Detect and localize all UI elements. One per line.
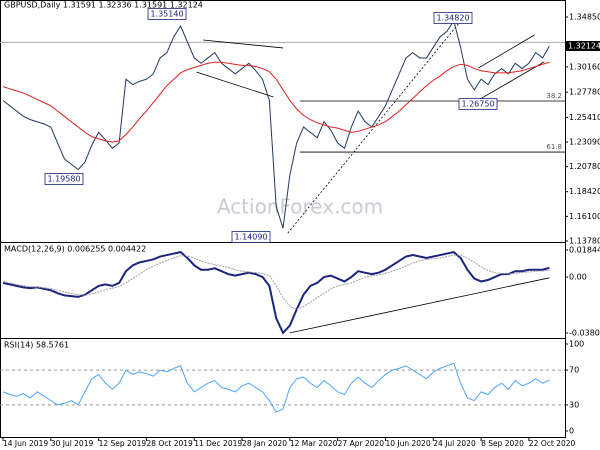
y-tick-label: 0 — [569, 427, 574, 436]
y-tick-label: 1.16100 — [569, 212, 600, 221]
annotation-label: 1.14090 — [234, 233, 267, 242]
annotation-box — [147, 8, 187, 20]
trend-line — [203, 39, 284, 49]
annotation-box — [231, 231, 271, 243]
trend-line — [478, 61, 545, 101]
y-tick-label: 1.25410 — [569, 113, 600, 122]
trend-line — [287, 21, 461, 234]
y-tick-label: 1.34850 — [569, 13, 600, 22]
y-tick-label: -0.038095 — [569, 329, 600, 338]
fib-label: 61.8 — [546, 143, 562, 151]
x-tick-label: 10 Jun 2020 — [385, 439, 430, 448]
x-tick-label: 28 Jan 2020 — [242, 439, 287, 448]
trend-line — [289, 277, 550, 334]
annotation-box — [433, 12, 473, 24]
series-line — [2, 362, 550, 413]
y-tick-label: 1.27780 — [569, 88, 600, 97]
chart-title: GBPUSD,Daily 1.31591 1.32336 1.31591 1.3… — [4, 1, 203, 10]
x-tick-label: 12 Mar 2020 — [290, 439, 338, 448]
rsi-title: RSI(14) 58.5761 — [4, 341, 69, 350]
y-tick-label: 70 — [569, 366, 579, 375]
x-tick-label: 24 Jul 2020 — [433, 439, 476, 448]
y-tick-label: 1.18420 — [569, 187, 600, 196]
series-line — [2, 19, 550, 229]
plot-frame — [0, 0, 566, 438]
last-price-box — [566, 41, 600, 52]
x-tick-label: 27 Apr 2020 — [338, 439, 385, 448]
y-tick-label: 0.00 — [569, 273, 587, 282]
annotation-box — [458, 98, 498, 110]
x-tick-label: 22 Oct 2020 — [529, 439, 576, 448]
y-tick-label: 1.23090 — [569, 138, 600, 147]
x-tick-label: 8 Sep 2020 — [481, 439, 524, 448]
y-tick-label: 30 — [569, 400, 579, 409]
trend-line — [478, 34, 535, 69]
trend-line — [196, 71, 274, 98]
annotation-label: 1.26750 — [461, 100, 494, 109]
y-tick-label: 1.20780 — [569, 162, 600, 171]
y-tick-label: 0.018442 — [569, 245, 600, 254]
annotation-box — [44, 173, 84, 185]
y-tick-label: 1.13780 — [569, 237, 600, 246]
x-tick-label: 12 Sep 2019 — [99, 439, 147, 448]
last-price-label: 1.32124 — [568, 42, 600, 51]
annotation-label: 1.19580 — [47, 175, 80, 184]
annotation-label: 1.34820 — [436, 14, 469, 23]
series-line — [2, 61, 550, 143]
series-line — [2, 254, 550, 310]
fib-label: 38.2 — [546, 92, 562, 100]
annotation-label: 1.35140 — [150, 10, 183, 19]
x-tick-label: 14 Jun 2019 — [3, 439, 48, 448]
x-tick-label: 28 Oct 2019 — [146, 439, 193, 448]
y-tick-label: 100 — [569, 340, 584, 349]
y-tick-label: 1.30160 — [569, 62, 600, 71]
series-line — [2, 251, 550, 335]
macd-title: MACD(12,26,9) 0.006255 0.004422 — [4, 245, 146, 254]
x-tick-label: 11 Dec 2019 — [194, 439, 242, 448]
watermark: ActionForex.com — [217, 195, 383, 219]
x-tick-label: 30 Jul 2019 — [51, 439, 94, 448]
